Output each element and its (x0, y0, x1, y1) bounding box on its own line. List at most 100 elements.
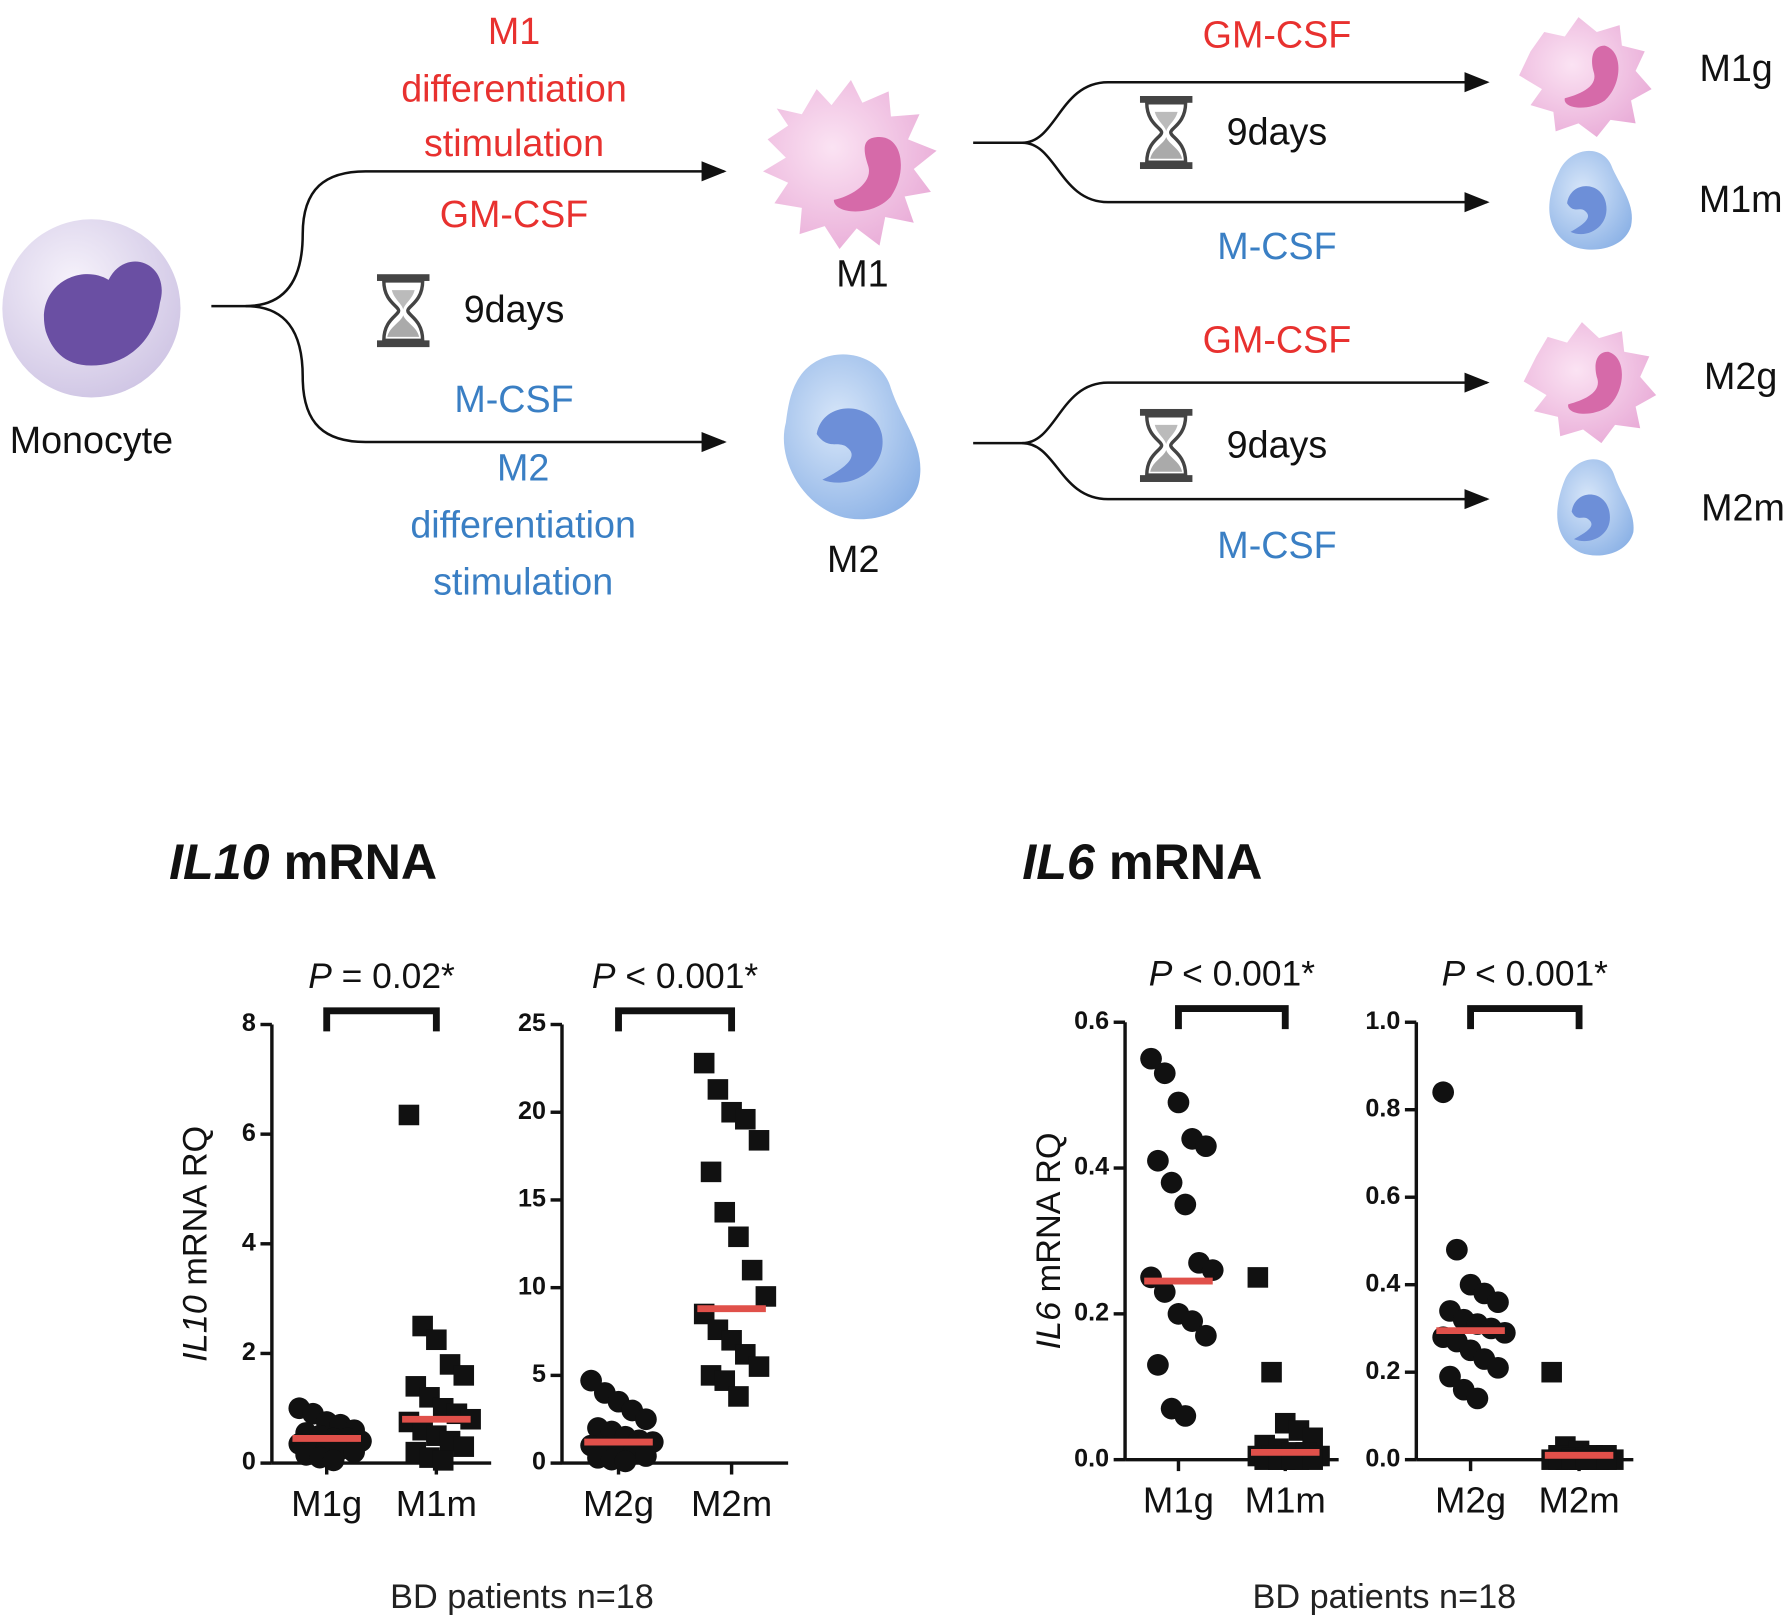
y-tick-label: 0.0 (1365, 1444, 1400, 1472)
cell-label: M1 (836, 252, 888, 294)
panel-title: IL10 mRNA (169, 834, 437, 890)
y-tick-label: 0.2 (1365, 1357, 1400, 1385)
data-point (735, 1108, 756, 1130)
data-point (1201, 1259, 1224, 1281)
factor-label: GM-CSF (1203, 319, 1352, 361)
m2g-cell (1523, 322, 1657, 444)
x-tick-label: M1g (1143, 1480, 1214, 1521)
data-point (741, 1259, 763, 1281)
data-point (714, 1201, 736, 1223)
factor-label: M-CSF (454, 378, 573, 420)
data-point (1174, 1193, 1197, 1216)
m2-cell (783, 354, 921, 520)
y-tick-label: 25 (518, 1009, 546, 1037)
y-tick-label: 0.8 (1365, 1094, 1400, 1122)
cell-label: M2 (827, 538, 879, 580)
factor-label: GM-CSF (1203, 14, 1352, 56)
data-point (1147, 1149, 1169, 1172)
data-point (1181, 1310, 1204, 1332)
data-point (1174, 1405, 1197, 1427)
branch-arrow (973, 72, 1490, 145)
data-point (614, 1450, 637, 1473)
hourglass-icon (376, 274, 430, 348)
y-tick-label: 8 (242, 1009, 256, 1037)
data-point (343, 1441, 365, 1463)
data-point (432, 1450, 454, 1471)
factor-label: GM-CSF (440, 193, 589, 235)
data-point (1140, 1047, 1162, 1070)
y-tick-label: 6 (242, 1119, 256, 1147)
m1m-cell (1549, 150, 1632, 250)
data-point (1541, 1361, 1562, 1383)
x-tick-label: M2g (1435, 1480, 1506, 1521)
stimulus-line: M2 (497, 447, 549, 489)
y-axis-label: IL6 mRNA RQ (1030, 1132, 1068, 1349)
y-tick-label: 0.2 (1074, 1298, 1109, 1326)
x-tick-label: M1m (1245, 1480, 1326, 1521)
y-tick-label: 0.6 (1365, 1182, 1400, 1210)
stimulus-line: differentiation (401, 67, 627, 109)
y-tick-label: 2 (242, 1338, 256, 1366)
data-point (426, 1329, 447, 1351)
branch-arrow (973, 372, 1490, 445)
hourglass-icon (1139, 95, 1193, 170)
x-tick-label: M2m (1538, 1480, 1619, 1521)
significance-bracket (323, 1007, 440, 1032)
significance-bracket (1175, 1005, 1289, 1030)
cell-label: Monocyte (10, 419, 173, 461)
x-tick-label: M2m (691, 1483, 772, 1524)
data-point (728, 1226, 749, 1248)
data-point (1487, 1356, 1509, 1379)
monocyte-cell (2, 219, 181, 398)
cell-label: M2g (1704, 355, 1777, 397)
cell-label: M1g (1699, 47, 1772, 89)
y-tick-label: 10 (518, 1272, 546, 1300)
stimulus-line: M1 (488, 10, 540, 52)
data-point (1439, 1365, 1461, 1388)
y-tick-label: 0 (242, 1448, 256, 1476)
caption: BD patients n=18 (1252, 1578, 1516, 1616)
data-point (755, 1286, 777, 1307)
y-tick-label: 20 (518, 1097, 546, 1125)
cell-label: M1m (1699, 178, 1783, 220)
duration-label: 9days (464, 288, 565, 330)
duration-label: 9days (1227, 111, 1328, 153)
p-value-label: P < 0.001* (1149, 954, 1316, 994)
data-point (1261, 1361, 1282, 1383)
data-point (1160, 1171, 1183, 1194)
p-value-label: P < 0.001* (1442, 954, 1609, 994)
factor-label: M-CSF (1217, 524, 1336, 566)
data-point (453, 1436, 475, 1457)
data-point (1247, 1267, 1269, 1288)
y-tick-label: 4 (242, 1228, 256, 1256)
data-point (1432, 1081, 1455, 1104)
stimulus-line: differentiation (410, 504, 636, 546)
significance-bracket (615, 1007, 736, 1032)
y-tick-label: 0.6 (1074, 1007, 1109, 1035)
data-point (1487, 1291, 1509, 1314)
data-point (1153, 1062, 1176, 1085)
branch-arrow (1022, 141, 1490, 213)
data-point (322, 1449, 345, 1472)
factor-label: M-CSF (1217, 225, 1336, 267)
data-point (748, 1130, 770, 1151)
data-point (1153, 1281, 1176, 1303)
data-point (1147, 1354, 1169, 1376)
data-point (453, 1365, 475, 1386)
caption: BD patients n=18 (390, 1578, 654, 1616)
x-tick-label: M2g (583, 1483, 654, 1524)
branch-arrow (1022, 441, 1490, 510)
data-point (714, 1370, 736, 1391)
y-tick-label: 1.0 (1365, 1007, 1400, 1035)
data-point (1446, 1238, 1468, 1261)
hourglass-icon (1139, 408, 1193, 482)
panel-title: IL6 mRNA (1022, 834, 1262, 890)
y-tick-label: 0 (532, 1448, 546, 1476)
m1-cell (763, 79, 937, 249)
y-axis-label: IL10 mRNA RQ (177, 1126, 215, 1362)
data-point (707, 1079, 729, 1100)
m2m-cell (1557, 459, 1634, 556)
data-point (635, 1408, 657, 1431)
significance-bracket (1467, 1005, 1583, 1030)
